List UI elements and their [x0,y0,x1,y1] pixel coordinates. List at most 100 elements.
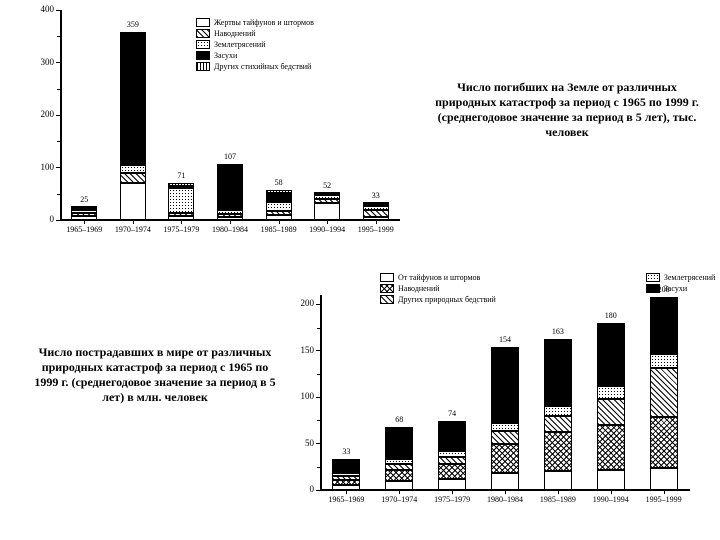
bar-segment [314,203,340,220]
x-tick-label: 1975–1979 [155,225,207,234]
x-tick [452,490,453,494]
legend-item: Наводнений [380,284,496,293]
y-tick-label: 50 [288,438,314,448]
y-tick [316,397,320,398]
affected-chart-legend: От тайфунов и штормов Наводнений Других пр… [380,273,715,306]
bar-segment [438,464,466,479]
bar-segment [363,204,389,206]
bar-segment [314,199,340,203]
y-tick-label: 200 [288,298,314,308]
bar-total-label: 33 [326,447,366,456]
bar-segment [332,473,360,476]
bar-segment [385,459,413,464]
x-tick-label: 1985–1989 [253,225,305,234]
legend-swatch [380,284,394,293]
x-tick-label: 1965–1969 [58,225,110,234]
legend-item: Засухи [646,284,715,293]
legend-swatch [380,295,394,304]
y-tick-label: 100 [288,391,314,401]
bar-segment [332,480,360,486]
y-minor-tick [317,420,320,421]
bar-segment [544,416,572,433]
legend-swatch [196,29,210,38]
y-minor-tick [57,89,60,90]
bar-segment [120,173,146,184]
legend-label: Других стихийных бедствий [214,62,311,71]
y-tick-label: 100 [28,162,54,172]
y-tick [316,443,320,444]
bar-segment [332,476,360,480]
bar-segment [266,190,292,193]
bar-segment [363,206,389,209]
bar [597,323,625,490]
bar-total-label: 359 [113,20,153,29]
deaths-chart-legend: Жертвы тайфунов и штормовНаводненийЗемле… [196,18,314,73]
y-minor-tick [317,374,320,375]
affected-chart: 050100150200331965–1969681970–1974741975… [320,295,690,490]
bar-segment [314,195,340,199]
bar-segment [597,470,625,490]
bar-total-label: 154 [485,335,525,344]
legend-label: От тайфунов и штормов [398,273,480,282]
y-tick-label: 0 [288,484,314,494]
bar [266,190,292,220]
bar [332,459,360,490]
bar-segment [650,468,678,490]
bar-segment [71,206,97,208]
legend-item: Наводнений [196,29,314,38]
bar [650,297,678,490]
legend-swatch [196,18,210,27]
bar-segment [491,444,519,474]
x-tick-label: 1990–1994 [301,225,353,234]
x-tick [611,490,612,494]
bar-total-label: 74 [432,409,472,418]
bar [314,193,340,220]
bar [120,32,146,220]
legend-item: Других стихийных бедствий [196,62,314,71]
bar-total-label: 107 [210,152,250,161]
bar-segment [385,427,413,460]
y-tick [56,220,60,221]
bar-segment [314,192,340,194]
legend-swatch [196,62,210,71]
bar-segment [217,210,243,214]
x-tick-label: 1975–1979 [426,495,478,504]
x-tick-label: 1980–1984 [204,225,256,234]
y-axis [60,10,62,220]
bar-segment [120,32,146,35]
x-tick [327,220,328,224]
legend-item: Землетрясений [196,40,314,49]
y-tick [56,10,60,11]
bar-segment [120,165,146,172]
bar-segment [438,421,466,451]
x-tick-label: 1980–1984 [479,495,531,504]
bar-segment [168,183,194,186]
x-tick-label: 1970–1974 [107,225,159,234]
bar-segment [266,202,292,210]
bar [438,421,466,490]
bar-segment [217,166,243,210]
x-tick [181,220,182,224]
bar-segment [385,470,413,481]
y-tick-label: 300 [28,57,54,67]
legend-item: Других природных бедствий [380,295,496,304]
legend-swatch [646,273,660,282]
bar-segment [438,451,466,457]
y-tick [56,62,60,63]
legend-label: Других природных бедствий [398,295,496,304]
bar-segment [491,473,519,490]
y-tick [316,350,320,351]
y-tick [316,490,320,491]
caption-deaths: Число погибших на Земле от различных при… [432,80,702,140]
x-tick-label: 1990–1994 [585,495,637,504]
y-minor-tick [317,467,320,468]
x-tick [346,490,347,494]
bar-segment [597,386,625,399]
bar-segment [491,423,519,430]
bar-segment [217,214,243,217]
y-tick-label: 400 [28,4,54,14]
legend-label: Засухи [664,284,687,293]
bar [71,207,97,220]
bar-total-label: 58 [259,178,299,187]
legend-label: Засухи [214,51,237,60]
